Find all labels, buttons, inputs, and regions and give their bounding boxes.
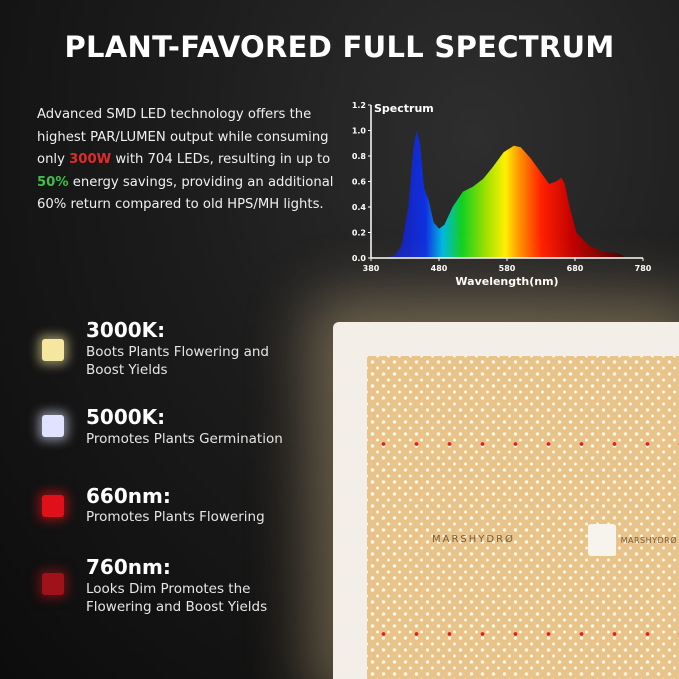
savings: 50% (37, 174, 69, 190)
led-660nm-icon (42, 495, 64, 517)
x-tick-label: 780 (635, 264, 652, 273)
intro-part: with 704 LEDs, resulting in up to (111, 152, 331, 167)
x-axis-label: Wavelength(nm) (455, 275, 558, 288)
spectrum-area (384, 130, 626, 258)
driver-box (588, 524, 616, 556)
brand-logo: MARSHYDRØ (432, 534, 515, 545)
red-led-row (367, 632, 679, 636)
x-tick-label: 480 (431, 264, 448, 273)
intro-text: Advanced SMD LED technology offers the h… (37, 104, 337, 217)
y-tick-label: 0.8 (352, 152, 367, 161)
y-tick-label: 0.0 (352, 254, 367, 263)
y-tick-label: 1.0 (352, 127, 367, 136)
brand-logo: MARSHYDRØ (620, 536, 677, 545)
led-760nm-icon (42, 573, 64, 595)
led-5000k-icon (42, 415, 64, 437)
x-tick-label: 680 (567, 264, 584, 273)
chart-title: Spectrum (374, 102, 434, 115)
feature-title: 3000K: (86, 318, 166, 342)
feature-desc: Looks Dim Promotes the Flowering and Boo… (86, 581, 268, 615)
y-tick-label: 0.2 (352, 229, 366, 238)
feature-desc: Boots Plants Flowering and Boost Yields (86, 344, 269, 378)
feature-title: 760nm: (86, 555, 171, 579)
wattage: 300W (69, 152, 112, 167)
feature-desc: Promotes Plants Germination (86, 431, 283, 447)
spectrum-chart: 380 480 580 680 780 0.0 0.2 0.4 0.6 0.8 1.0 1.2 Spe… (352, 101, 652, 288)
y-tick-label: 0.6 (352, 178, 367, 187)
y-tick-label: 0.4 (352, 203, 367, 212)
led-3000k-icon (42, 339, 64, 361)
intro-part: energy savings, providing an additional … (37, 174, 334, 213)
led-panel (367, 356, 679, 679)
feature-title: 5000K: (86, 405, 166, 429)
red-led-row (367, 442, 679, 446)
feature-desc: Promotes Plants Flowering (86, 509, 265, 525)
feature-title: 660nm: (86, 484, 171, 508)
x-tick-label: 580 (499, 264, 516, 273)
y-tick-label: 1.2 (352, 101, 366, 110)
x-tick-label: 380 (363, 264, 380, 273)
page-title: PLANT-FAVORED FULL SPECTRUM (64, 30, 615, 64)
intro-part: Advanced SMD LED technology offers the h… (37, 107, 329, 167)
